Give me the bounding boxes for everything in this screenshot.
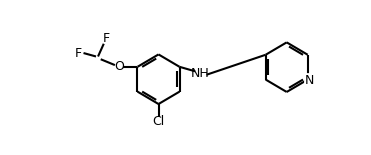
Text: NH: NH bbox=[191, 66, 210, 80]
Text: N: N bbox=[305, 74, 314, 87]
Text: O: O bbox=[114, 60, 124, 73]
Text: Cl: Cl bbox=[152, 115, 165, 128]
Text: F: F bbox=[75, 46, 82, 60]
Text: F: F bbox=[103, 32, 110, 45]
